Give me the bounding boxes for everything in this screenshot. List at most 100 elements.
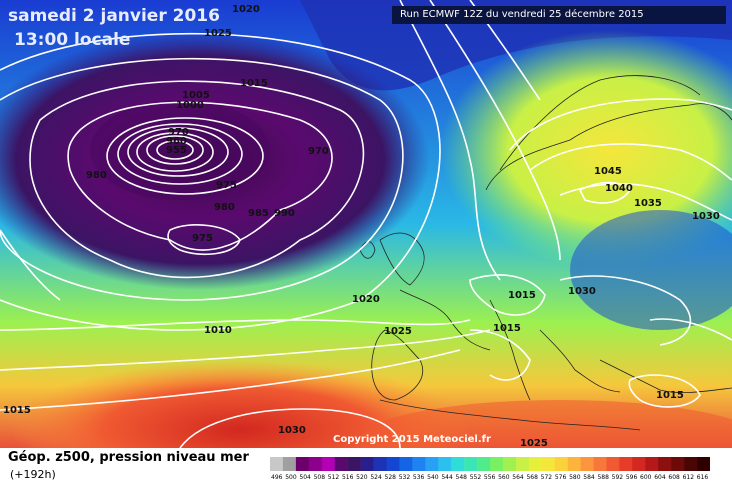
legend-swatch xyxy=(671,457,685,471)
isobar-label: 1015 xyxy=(493,323,521,334)
legend-swatch xyxy=(541,457,555,471)
legend-swatch xyxy=(502,457,517,471)
isobar-label: 980 xyxy=(86,170,107,181)
legend-label: 584 xyxy=(583,474,595,481)
legend-label: 528 xyxy=(384,474,396,481)
isobar-label: 960 xyxy=(166,136,187,147)
legend-swatch xyxy=(528,457,543,471)
legend-label: 560 xyxy=(498,474,510,481)
legend-label: 616 xyxy=(696,474,709,481)
legend-swatch xyxy=(477,457,491,471)
legend-swatch xyxy=(567,457,581,471)
legend-swatch xyxy=(645,457,659,471)
legend-label: 596 xyxy=(625,474,638,481)
legend-label: 580 xyxy=(569,474,581,481)
legend-label: 540 xyxy=(427,474,439,481)
legend-label: 600 xyxy=(640,474,652,481)
legend-label: 516 xyxy=(341,474,354,481)
legend-swatch xyxy=(580,457,594,471)
legend-label: 592 xyxy=(611,474,624,481)
legend-label: 612 xyxy=(682,474,695,481)
isobar-label: 970 xyxy=(168,127,189,138)
legend-label: 536 xyxy=(412,474,425,481)
legend-label: 556 xyxy=(483,474,496,481)
legend-swatch xyxy=(684,457,698,471)
isobar-label: 1025 xyxy=(204,28,232,39)
run-info-banner: Run ECMWF 12Z du vendredi 25 décembre 20… xyxy=(392,6,726,24)
isobar-label: 1030 xyxy=(692,211,720,222)
legend-swatch xyxy=(373,457,387,471)
legend-label: 544 xyxy=(441,474,453,481)
legend-label: 572 xyxy=(540,474,553,481)
weather-map xyxy=(0,0,732,448)
legend-swatch xyxy=(593,457,607,471)
isobar-label: 1010 xyxy=(204,325,232,336)
isobar-label: 1005 xyxy=(182,90,210,101)
legend-label: 564 xyxy=(512,474,524,481)
legend-label: 548 xyxy=(455,474,467,481)
isobar-label: 1025 xyxy=(384,326,412,337)
isobar-label: 1035 xyxy=(634,198,662,209)
isobar-label: 1015 xyxy=(656,390,684,401)
legend-swatch xyxy=(697,457,710,471)
legend-swatch xyxy=(451,457,465,471)
isobar-label: 1030 xyxy=(278,425,306,436)
legend-swatch xyxy=(334,457,348,471)
legend-label: 608 xyxy=(668,474,680,481)
legend-swatch xyxy=(295,457,310,471)
forecast-time: 13:00 locale xyxy=(14,30,131,50)
copyright-text: Copyright 2015 Meteociel.fr xyxy=(333,434,491,445)
legend-swatch xyxy=(399,457,413,471)
legend-swatch xyxy=(490,457,504,471)
legend-label: 552 xyxy=(469,474,482,481)
color-scale-legend xyxy=(270,457,710,471)
legend-label: 504 xyxy=(299,474,311,481)
isobar-label: 985 xyxy=(248,208,269,219)
legend-swatch xyxy=(632,457,646,471)
isobar-label: 955 xyxy=(166,145,187,156)
legend-label: 500 xyxy=(285,474,297,481)
legend-label: 532 xyxy=(398,474,411,481)
lead-time: (+192h) xyxy=(10,468,56,481)
legend-label: 576 xyxy=(554,474,567,481)
legend-swatch xyxy=(412,457,426,471)
legend-swatch xyxy=(308,457,323,471)
isobar-label: 970 xyxy=(308,146,329,157)
legend-swatch xyxy=(425,457,439,471)
legend-label: 520 xyxy=(356,474,368,481)
legend-swatch xyxy=(464,457,478,471)
isobar-label: 990 xyxy=(274,208,295,219)
forecast-date: samedi 2 janvier 2016 xyxy=(8,6,220,26)
ridge-area xyxy=(440,30,732,270)
legend-label: 588 xyxy=(597,474,609,481)
legend-label: 524 xyxy=(370,474,382,481)
legend-swatch xyxy=(321,457,335,471)
legend-swatch xyxy=(270,457,284,471)
legend-swatch xyxy=(658,457,672,471)
isobar-label: 1045 xyxy=(594,166,622,177)
isobar-label: 1020 xyxy=(352,294,380,305)
legend-swatch xyxy=(606,457,620,471)
legend-label: 512 xyxy=(327,474,340,481)
legend-label: 496 xyxy=(271,474,283,481)
isobar-label: 1020 xyxy=(232,4,260,15)
legend-swatch xyxy=(515,457,530,471)
legend-label: 508 xyxy=(313,474,326,481)
isobar-label: 1000 xyxy=(176,100,204,111)
isobar-lines xyxy=(0,0,732,448)
subtropical-high xyxy=(10,360,470,448)
legend-label: 604 xyxy=(654,474,666,481)
legend-label: 568 xyxy=(526,474,538,481)
legend-swatch xyxy=(554,457,568,471)
legend-swatch xyxy=(386,457,400,471)
isobar-label: 1015 xyxy=(3,405,31,416)
isobar-label: 1015 xyxy=(508,290,536,301)
legend-swatch xyxy=(619,457,633,471)
coastlines xyxy=(359,75,732,431)
isobar-label: 1025 xyxy=(520,438,548,449)
legend-swatch xyxy=(438,457,452,471)
isobar-label: 975 xyxy=(192,233,213,244)
legend-swatch xyxy=(360,457,374,471)
isobar-label: 1040 xyxy=(605,183,633,194)
